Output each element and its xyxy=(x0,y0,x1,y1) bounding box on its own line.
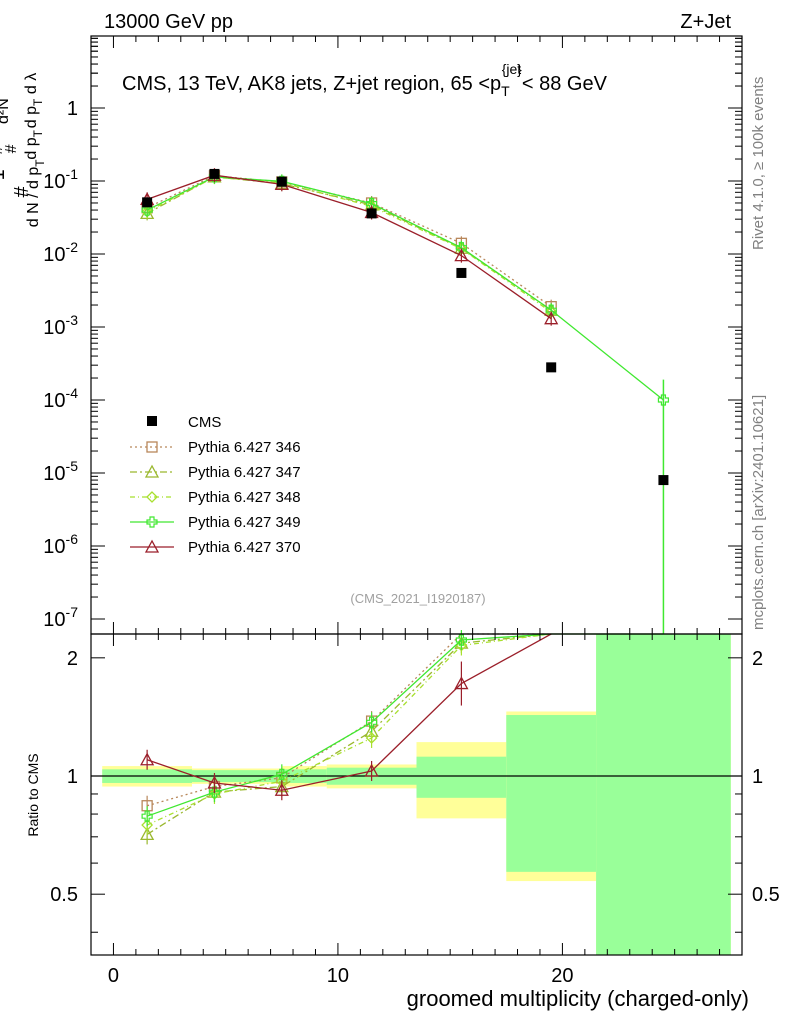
ratio-marker xyxy=(365,732,378,744)
y-tick-label: 10-6 xyxy=(43,531,78,558)
y-tick-label: 10-5 xyxy=(43,458,78,485)
series-marker xyxy=(657,394,670,406)
series-line-1 xyxy=(146,175,552,308)
ratio-marker xyxy=(366,716,378,728)
ratio-tick-label-right: 2 xyxy=(752,648,763,670)
y-tick-label: 10-7 xyxy=(43,604,78,631)
legend-marker xyxy=(146,441,158,453)
y-tick-label: 1 xyxy=(67,98,78,120)
ratio-marker xyxy=(208,786,221,798)
y-tick-label: 10-4 xyxy=(43,385,78,412)
ratio-tick-label-right: 1 xyxy=(752,766,763,788)
series-line-5 xyxy=(146,174,552,320)
legend-label-cms: CMS xyxy=(188,414,221,431)
ratio-band-inner xyxy=(506,715,597,872)
series-line-4 xyxy=(146,176,664,401)
plot-title: CMS, 13 TeV, AK8 jets, Z+jet region, 65 … xyxy=(122,61,608,99)
ratio-tick-label-right: 0.5 xyxy=(752,884,780,906)
ratio-line-3 xyxy=(146,633,552,826)
x-tick-label: 0 xyxy=(108,965,119,987)
x-tick-label: 10 xyxy=(327,965,349,987)
series-line-2 xyxy=(146,176,552,311)
ratio-marker xyxy=(141,819,154,831)
x-axis-label: groomed multiplicity (charged-only) xyxy=(407,986,749,1011)
ratio-marker xyxy=(140,827,155,841)
ratio-marker xyxy=(455,634,467,646)
ratio-tick-label-left: 0.5 xyxy=(50,884,78,906)
ratio-tick-label-left: 1 xyxy=(67,766,78,788)
cms-data-point xyxy=(456,267,467,278)
ratio-band-inner xyxy=(416,756,507,798)
y-tick-label: 10-3 xyxy=(43,312,78,339)
legend-marker-cms xyxy=(147,416,157,426)
ratio-y-label: Ratio to CMS xyxy=(25,753,41,836)
ratio-marker xyxy=(274,782,289,796)
ratio-line-1 xyxy=(146,633,552,807)
legend-label: Pythia 6.427 347 xyxy=(188,464,301,481)
y-tick-label: 10-2 xyxy=(43,239,78,266)
cms-data-point xyxy=(142,197,153,208)
ratio-series-layer xyxy=(140,630,664,845)
legend-marker xyxy=(146,516,158,528)
cms-data-point xyxy=(366,208,377,219)
ratio-frame xyxy=(90,633,743,956)
ratio-marker xyxy=(454,676,469,690)
legend-label: Pythia 6.427 370 xyxy=(188,539,301,556)
analysis-label: (CMS_2021_I1920187) xyxy=(350,591,485,606)
series-marker xyxy=(454,248,469,262)
legend-label: Pythia 6.427 348 xyxy=(188,489,301,506)
cms-data-point xyxy=(209,168,220,179)
ratio-marker xyxy=(140,752,155,766)
header-channel: Z+Jet xyxy=(680,11,731,33)
legend-marker xyxy=(146,491,158,503)
y-tick-label: 10-1 xyxy=(43,166,78,193)
ratio-tick-label-left: 2 xyxy=(67,648,78,670)
cms-data-point xyxy=(546,362,557,373)
ratio-uncertainty-bands xyxy=(91,634,742,955)
cms-data-point xyxy=(276,176,287,187)
series-marker xyxy=(455,242,467,254)
ratio-marker xyxy=(364,763,379,777)
x-tick-label: 20 xyxy=(551,965,573,987)
legend: CMS Pythia 6.427 346 Pythia 6.427 347 Pythi… xyxy=(130,414,301,556)
ratio-line-5 xyxy=(146,633,552,791)
series-marker xyxy=(545,304,557,316)
mcplots-label: mcplots.cern.ch [arXiv:2401.10621] xyxy=(750,395,767,630)
rivet-label: Rivet 4.1.0, ≥ 100k events xyxy=(750,77,767,250)
ratio-marker xyxy=(276,768,288,780)
cms-data-layer xyxy=(142,168,669,486)
ratio-marker xyxy=(207,775,222,789)
series-marker xyxy=(366,198,378,210)
main-series-layer xyxy=(140,167,670,634)
legend-label: Pythia 6.427 349 xyxy=(188,514,301,531)
legend-marker xyxy=(144,539,160,553)
cms-data-point xyxy=(658,475,669,486)
axes-layer: 0 10 20 1 10-1 10-2 10-3 10-4 10-5 10-6 10-7 0.5 0.5… xyxy=(43,35,780,987)
series-marker xyxy=(544,311,559,325)
header-process: 13000 GeV pp xyxy=(104,11,233,33)
legend-label: Pythia 6.427 346 xyxy=(188,439,301,456)
ratio-band-inner xyxy=(596,634,731,955)
ratio-marker xyxy=(141,810,153,822)
legend-marker xyxy=(144,464,160,478)
